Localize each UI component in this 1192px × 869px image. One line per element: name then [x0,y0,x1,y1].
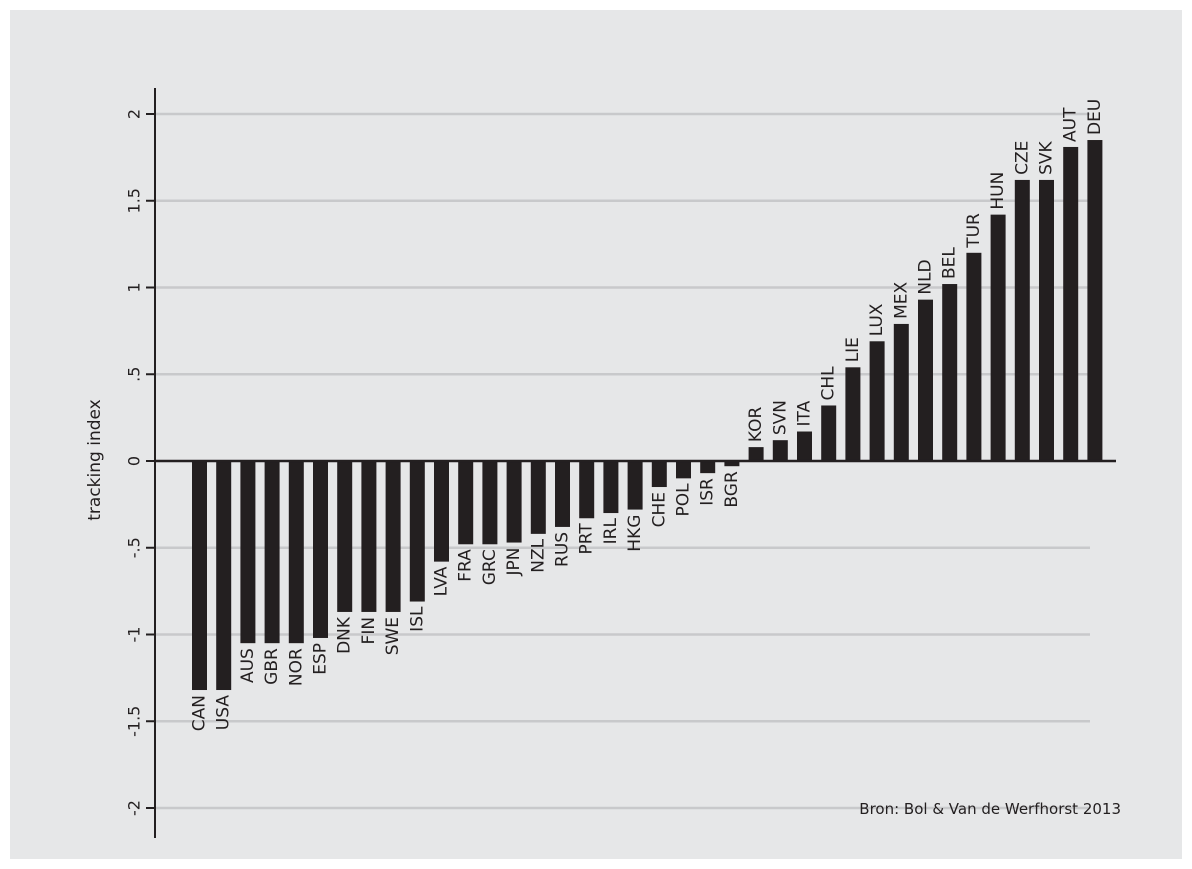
y-tick-label: 1 [125,282,144,292]
bar-label: DEU [1085,99,1105,135]
bar [530,461,546,534]
bar-label: CAN [190,695,210,731]
bar [337,461,353,612]
bar-label: ISL [407,606,427,632]
bar [192,461,207,691]
bar [966,252,982,461]
bar [385,461,401,612]
bar-label: GRC [480,549,500,585]
bar [797,431,812,461]
y-axis-label: tracking index [85,399,105,520]
bar [627,461,643,510]
bar-label: LVA [432,566,452,596]
bar-label: MEX [891,282,911,319]
bar [409,461,425,602]
bar-label: POL [674,483,694,517]
bar-label: ESP [311,643,331,675]
bar-label: LUX [867,303,887,336]
y-tick-label: .5 [125,367,144,382]
bar-label: NZL [528,538,548,572]
bar [1087,140,1103,461]
bar-label: BGR [722,471,742,508]
bar [893,323,909,461]
bar-label: TUR [964,213,984,249]
bar [772,440,788,461]
bar [990,214,1006,461]
bar-label: LIE [843,337,863,362]
source-note: Bron: Bol & Van de Werfhorst 2013 [859,800,1121,818]
bar-label: CHE [649,492,669,527]
bar-label: HKG [625,515,645,552]
bar-label: KOR [746,407,766,443]
bar [288,461,304,644]
bar [748,447,764,461]
y-tick-label: 2 [125,109,144,119]
bar [506,461,522,543]
bar [555,461,570,527]
bar-label: CZE [1012,141,1032,175]
y-tick-label: 0 [125,456,144,466]
chart-frame: 2 1.5 1.5 0 -.5 -1 -1.5 -2 CAN USA AUS GBR NOR ESP DN… [10,10,1182,859]
bar-label: PRT [577,523,597,555]
y-tick-label: -1.5 [125,706,144,737]
bar-label: USA [214,695,234,731]
bar [942,284,958,461]
bar [458,461,474,545]
bar [482,461,498,545]
bar-label: RUS [553,532,573,567]
bar [216,461,232,691]
y-tick-label: -2 [125,800,144,816]
bar-label: AUS [238,648,258,683]
bar-label: DNK [335,616,355,654]
bar-label: ISR [698,478,718,506]
bar [845,367,861,461]
bar [579,461,595,519]
y-ticks: 21.51.50-.5-1-1.5-2 [125,109,155,816]
bar [313,461,328,638]
bars [192,140,1103,691]
bar-label: SWE [383,617,403,655]
bar [724,461,740,467]
bar [1063,146,1079,461]
y-tick-label: -1 [125,627,144,643]
bar-label: ITA [795,400,815,426]
bar-label: FRA [456,549,476,582]
bar-label: IRL [601,518,621,545]
bar-label: HUN [988,172,1008,210]
bar-label: GBR [262,648,282,685]
bar-label: SVK [1037,141,1057,175]
bar [651,461,667,488]
bar [1039,179,1054,461]
bar [700,461,716,474]
bar-label: JPN [504,548,524,577]
bar-label: SVN [770,400,790,435]
bar-label: BEL [940,247,960,279]
gridlines [155,112,1090,810]
bar-label: FIN [359,617,379,645]
bar [1014,179,1030,461]
bar [264,461,280,644]
y-tick-label: 1.5 [125,188,144,213]
bar [603,461,619,514]
bar [434,461,449,562]
bar-label: NLD [916,259,936,294]
bar [869,341,885,461]
bar [361,461,377,612]
bar-label: CHL [819,366,839,401]
bar [240,461,256,644]
bar-label: AUT [1061,107,1081,142]
bar [918,299,933,461]
bar [676,461,691,479]
bar [821,405,837,461]
bar-label: NOR [286,648,306,686]
y-tick-label: -.5 [125,537,144,558]
